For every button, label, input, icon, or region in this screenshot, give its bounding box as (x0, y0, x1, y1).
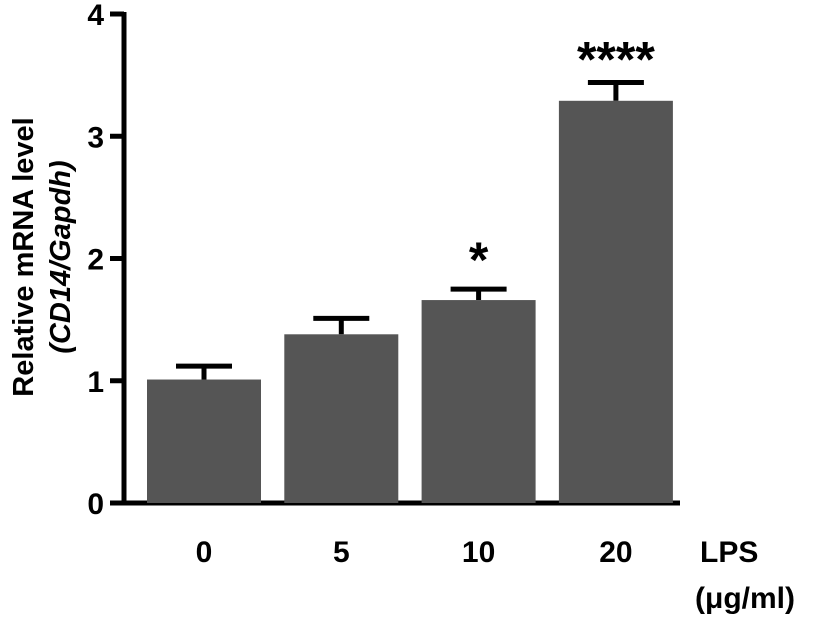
y-tick-label: 3 (87, 121, 104, 154)
x-tick-label: 0 (196, 536, 213, 569)
x-axis-label-line2: (μg/ml) (695, 582, 795, 615)
significance-label: * (469, 232, 489, 288)
y-axis-label-line1: Relative mRNA level (8, 117, 40, 396)
x-tick-label: 5 (333, 536, 350, 569)
y-tick-label: 0 (87, 488, 104, 521)
x-tick-label: 10 (462, 536, 495, 569)
y-axis-title: Relative mRNA level (CD14/Gapdh) (8, 117, 77, 396)
x-axis-label-line1: LPS (700, 536, 758, 569)
bar (558, 100, 673, 504)
x-tick-labels: 0 5 10 20 (196, 536, 633, 569)
y-tick-label: 4 (87, 0, 104, 32)
y-axis-label-line2-text: (CD14/Gapdh) (45, 160, 77, 353)
y-tick-label: 2 (87, 244, 104, 277)
y-tick-label: 1 (87, 366, 104, 399)
x-tick-label: 20 (599, 536, 632, 569)
bars (147, 79, 673, 504)
y-axis-label-line2: (CD14/Gapdh) (45, 160, 77, 353)
bar (147, 379, 261, 503)
bar (284, 334, 399, 503)
y-tick-labels: 0 1 2 3 4 (87, 0, 104, 521)
significance-label: **** (577, 31, 655, 87)
significance-labels: ***** (469, 31, 655, 288)
bar (421, 300, 536, 503)
